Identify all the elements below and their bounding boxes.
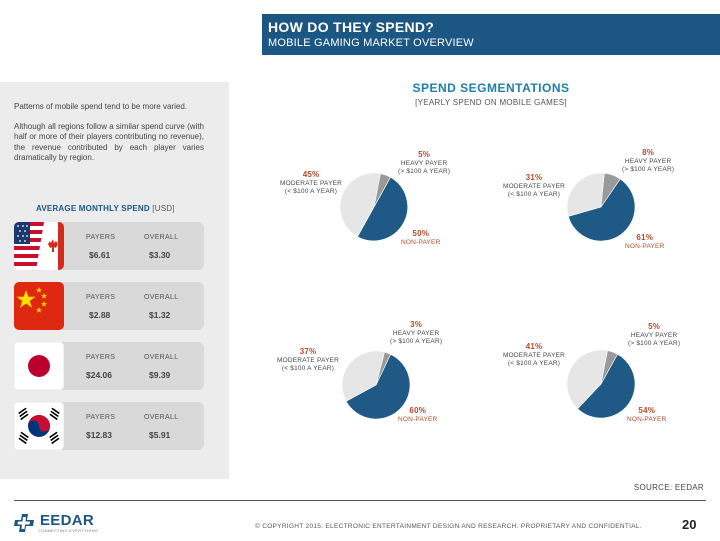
overall-label: OVERALL xyxy=(144,354,179,361)
payers-value: $12.83 xyxy=(86,430,112,440)
payers-label: PAYERS xyxy=(86,414,116,421)
pie-slice-non xyxy=(357,176,408,242)
overall-value: $9.39 xyxy=(149,370,171,380)
pie-slice-moderate xyxy=(341,350,385,402)
overall-label: OVERALL xyxy=(144,294,179,301)
overall-label: OVERALL xyxy=(144,414,179,421)
payers-label: PAYERS xyxy=(86,234,116,241)
region-card-korea: PAYERS OVERALL $12.83 $5.91 xyxy=(14,402,204,450)
overall-value: $5.91 xyxy=(149,430,171,440)
payers-label: PAYERS xyxy=(86,294,116,301)
region-card-china: PAYERS OVERALL $2.88 $1.32 xyxy=(14,282,204,330)
logo-tagline: CONNECTING EVERYTHING xyxy=(38,527,99,533)
pie-slice-moderate xyxy=(566,172,605,217)
eedar-logo-icon xyxy=(14,514,34,532)
pie-korea xyxy=(566,349,636,424)
page-number: 20 xyxy=(682,517,697,532)
pie-slice-heavy xyxy=(600,350,618,385)
pie-slice-non xyxy=(577,353,636,419)
pie-china-non-label: 60% NON-PAYER xyxy=(398,406,438,423)
overall-value: $3.30 xyxy=(149,250,171,260)
avg-spend-title: AVERAGE MONTHLY SPEND xyxy=(36,204,150,213)
payers-label: PAYERS xyxy=(86,354,116,361)
japan-flag-icon xyxy=(14,342,64,390)
intro-paragraph-2: Although all regions follow a similar sp… xyxy=(14,121,204,163)
pie-china-heavy-label: 3% HEAVY PAYER (> $100 A YEAR) xyxy=(390,320,443,345)
pie-japan xyxy=(566,172,636,247)
pie-korea-non-label: 54% NON-PAYER xyxy=(627,406,667,423)
pie-slice-non xyxy=(567,178,636,242)
korea-flag-icon xyxy=(14,402,64,450)
footer-divider xyxy=(14,500,706,501)
page-title: HOW DO THEY SPEND? xyxy=(268,19,435,35)
pie-us-ca xyxy=(339,172,409,247)
segments-title: SPEND SEGMENTATIONS xyxy=(412,81,570,95)
sidebar-panel: Patterns of mobile spend tend to be more… xyxy=(0,82,229,479)
pie-japan-non-label: 61% NON-PAYER xyxy=(625,233,665,250)
pie-japan-heavy-label: 8% HEAVY PAYER (> $100 A YEAR) xyxy=(622,148,675,173)
segments-subtitle: [YEARLY SPEND ON MOBILE GAMES] xyxy=(415,98,567,107)
payers-value: $2.88 xyxy=(89,310,111,320)
logo-text: EEDAR xyxy=(40,511,95,529)
overall-label: OVERALL xyxy=(144,234,179,241)
header-banner: HOW DO THEY SPEND? MOBILE GAMING MARKET … xyxy=(262,14,720,55)
us-ca-flag-icon xyxy=(14,222,64,270)
pie-slice-moderate xyxy=(339,172,381,238)
pie-korea-svg xyxy=(566,349,636,419)
overall-value: $1.32 xyxy=(149,310,171,320)
intro-paragraph-1: Patterns of mobile spend tend to be more… xyxy=(14,102,187,111)
pie-us-ca-heavy-label: 5% HEAVY PAYER (> $100 A YEAR) xyxy=(398,150,451,175)
source-note: SOURCE: EEDAR xyxy=(633,483,704,492)
region-card-us-ca: PAYERS OVERALL $6.61 $3.30 xyxy=(14,222,204,270)
sidebar-intro: Patterns of mobile spend tend to be more… xyxy=(14,102,204,173)
avg-spend-heading: AVERAGE MONTHLY SPEND [USD] xyxy=(36,204,175,213)
pie-us-ca-moderate-label: 45% MODERATE PAYER (< $100 A YEAR) xyxy=(280,170,343,195)
pie-korea-heavy-label: 5% HEAVY PAYER (> $100 A YEAR) xyxy=(628,322,681,347)
payers-value: $6.61 xyxy=(89,250,111,260)
copyright-text: © COPYRIGHT 2015. ELECTRONIC ENTERTAINME… xyxy=(255,523,642,530)
eedar-logo: EEDAR CONNECTING EVERYTHING xyxy=(14,513,98,533)
payers-value: $24.06 xyxy=(86,370,112,380)
pie-slice-heavy xyxy=(375,351,392,386)
pie-us-ca-non-label: 50% NON-PAYER xyxy=(401,229,441,246)
china-flag-icon xyxy=(14,282,64,330)
pie-japan-svg xyxy=(566,172,636,242)
pie-china xyxy=(341,350,411,425)
pie-slice-non xyxy=(345,353,411,420)
pie-japan-moderate-label: 31% MODERATE PAYER (< $100 A YEAR) xyxy=(503,173,566,198)
pie-china-svg xyxy=(341,350,411,420)
avg-spend-unit: [USD] xyxy=(152,204,175,213)
page-subtitle: MOBILE GAMING MARKET OVERVIEW xyxy=(268,37,474,49)
region-card-japan: PAYERS OVERALL $24.06 $9.39 xyxy=(14,342,204,390)
pie-china-moderate-label: 37% MODERATE PAYER (< $100 A YEAR) xyxy=(277,347,340,372)
pie-slice-moderate xyxy=(566,349,608,410)
pie-slice-heavy xyxy=(373,173,391,208)
pie-us-ca-svg xyxy=(339,172,408,242)
pie-slice-heavy xyxy=(600,172,621,208)
pie-korea-moderate-label: 41% MODERATE PAYER (< $100 A YEAR) xyxy=(503,342,566,367)
